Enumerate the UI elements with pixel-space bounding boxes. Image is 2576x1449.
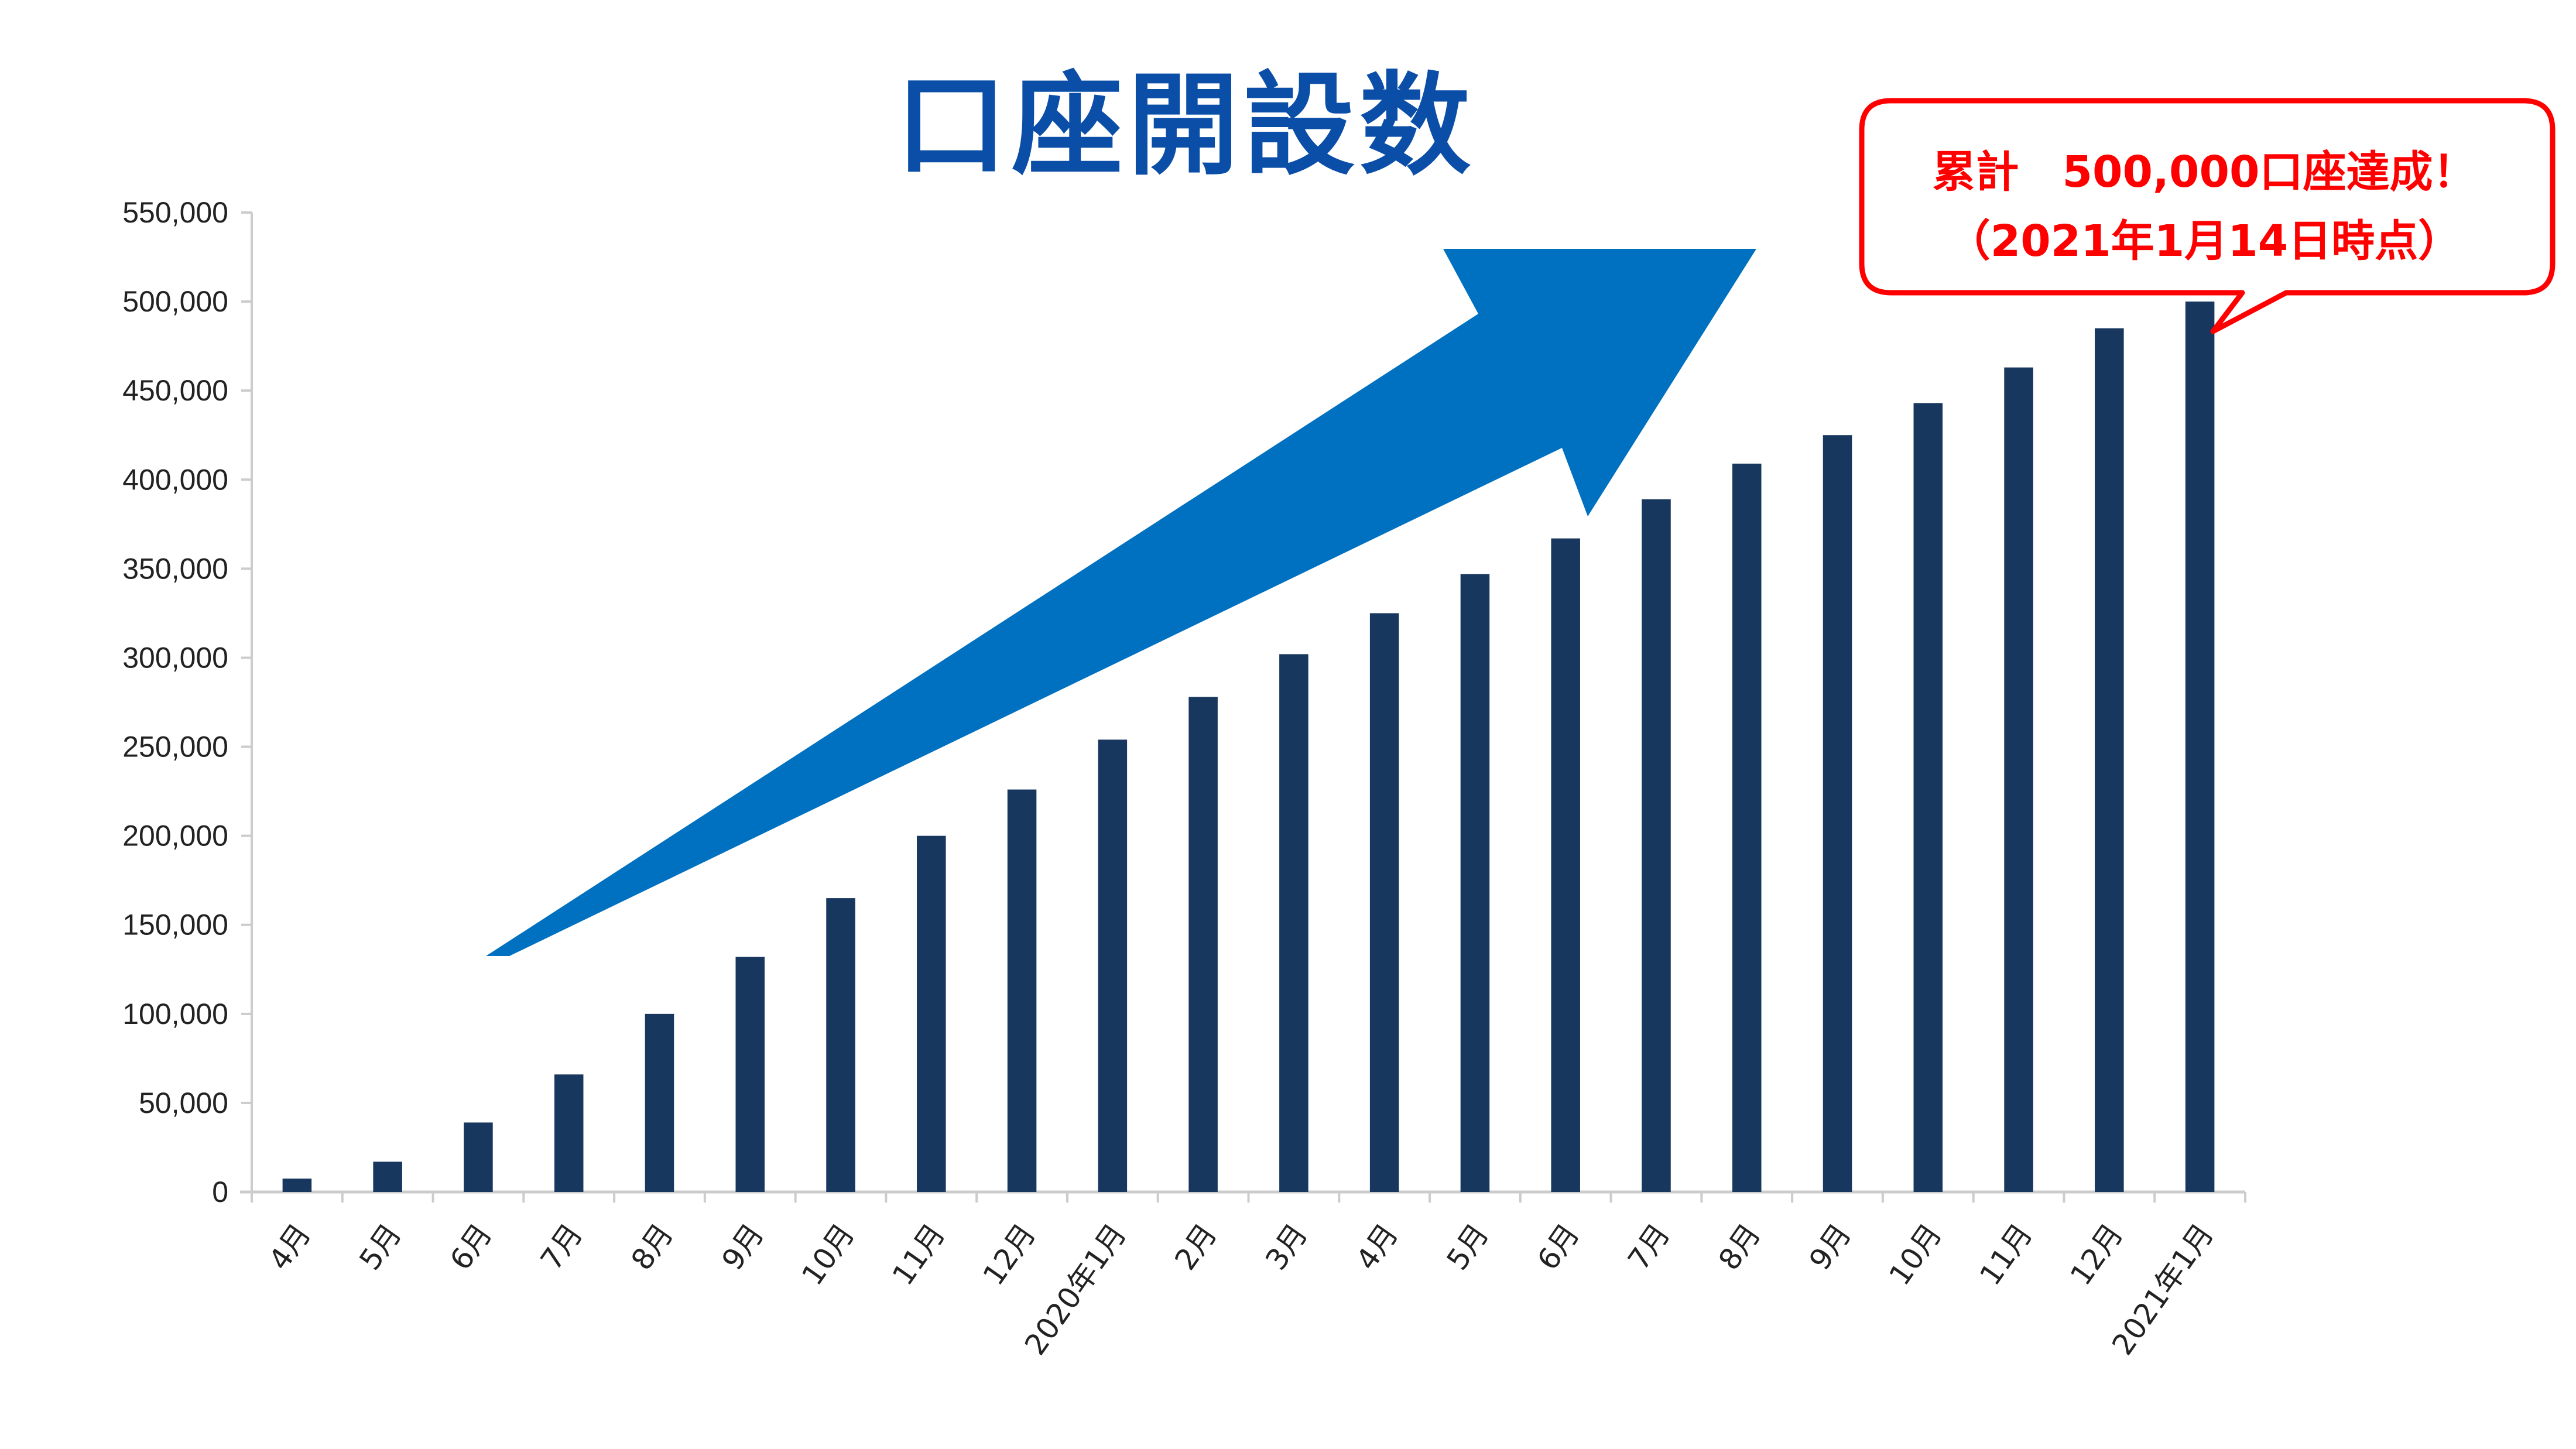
x-tick-label: 6月 [1531, 1218, 1586, 1276]
callout-bubble [1859, 98, 2556, 334]
bar [1913, 403, 1943, 1192]
x-tick-label: 3月 [1259, 1218, 1314, 1276]
y-tick-label: 250,000 [122, 731, 228, 763]
bar [1732, 463, 1762, 1192]
x-tick-label: 6月 [443, 1218, 498, 1276]
x-tick-label: 11月 [1973, 1218, 2039, 1292]
bar [373, 1162, 402, 1192]
callout-text: 累計 500,000口座達成！ （2021年1月14日時点） [1868, 138, 2541, 276]
y-tick-label: 200,000 [122, 820, 228, 852]
bar [2095, 328, 2124, 1192]
trend-arrow-icon [486, 249, 1756, 956]
y-tick-label: 350,000 [122, 552, 228, 585]
bar [645, 1013, 674, 1192]
x-tick-label: 8月 [625, 1218, 680, 1276]
y-tick-label: 150,000 [122, 909, 228, 941]
x-tick-label: 12月 [977, 1218, 1043, 1292]
y-tick-label: 100,000 [122, 998, 228, 1030]
callout-line-1: 累計 500,000口座達成！ [1932, 147, 2476, 197]
bar [1460, 574, 1490, 1193]
x-tick-label: 2月 [1169, 1218, 1224, 1276]
x-tick-label: 4月 [262, 1218, 317, 1276]
x-tick-label: 11月 [886, 1218, 952, 1292]
x-tick-label: 4月 [1349, 1218, 1405, 1276]
bar [735, 957, 765, 1192]
bar [464, 1122, 493, 1192]
x-tick-label: 9月 [715, 1218, 770, 1276]
y-tick-label: 300,000 [122, 641, 228, 674]
bar [1642, 499, 1671, 1193]
y-axis: 0 50,000 100,000 150,000 200,000 250,000 300,0… [122, 196, 253, 1208]
bar [554, 1074, 584, 1192]
y-tick-label: 50,000 [139, 1087, 228, 1119]
callout-line-2: （2021年1月14日時点） [1947, 216, 2462, 266]
x-tick-label: 12月 [2064, 1218, 2130, 1292]
bar [2004, 367, 2033, 1192]
page-title: 口座開設数 [896, 61, 1476, 190]
x-tick-label: 10月 [1882, 1218, 1948, 1292]
x-tick-label: 8月 [1712, 1218, 1767, 1276]
x-tick-label: 7月 [1621, 1218, 1676, 1276]
bar [1823, 435, 1852, 1192]
bar [1188, 697, 1218, 1192]
bars [282, 302, 2215, 1193]
bar [1369, 613, 1399, 1192]
bar [826, 898, 855, 1192]
bar [1279, 654, 1308, 1192]
x-tick-label: 5月 [1440, 1218, 1495, 1276]
y-tick-label: 500,000 [122, 285, 228, 318]
y-tick-label: 0 [212, 1176, 228, 1208]
bar [2185, 302, 2215, 1193]
x-tick-label: 7月 [534, 1218, 589, 1276]
x-tick-label: 10月 [795, 1218, 861, 1292]
bar [1098, 739, 1128, 1192]
bar [1007, 789, 1037, 1192]
bar [282, 1179, 312, 1192]
y-tick-label: 450,000 [122, 374, 228, 407]
x-tick-label: 9月 [1803, 1218, 1858, 1276]
bar [917, 835, 946, 1192]
y-tick-label: 400,000 [122, 463, 228, 496]
bar [1551, 538, 1580, 1192]
y-tick-label: 550,000 [122, 196, 228, 229]
x-tick-label: 5月 [353, 1218, 408, 1276]
